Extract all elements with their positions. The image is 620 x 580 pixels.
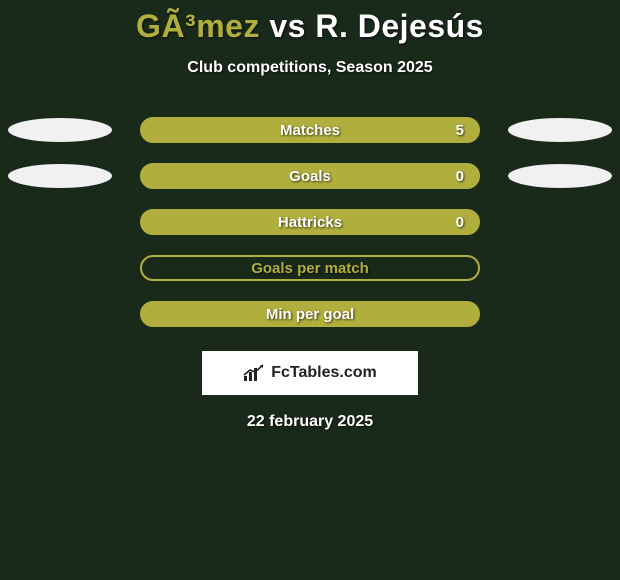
comparison-infographic: GÃ³mez vs R. Dejesús Club competitions, … — [0, 0, 620, 580]
chart-icon — [243, 364, 265, 382]
stat-label: Hattricks — [278, 214, 342, 231]
brand-text: FcTables.com — [271, 364, 377, 382]
page-title: GÃ³mez vs R. Dejesús — [0, 0, 620, 45]
title-player-1: GÃ³mez — [136, 8, 260, 44]
stat-bar-matches: Matches 5 — [140, 117, 480, 143]
brand-badge: FcTables.com — [202, 351, 418, 395]
right-value-ellipse — [508, 164, 612, 188]
stats-rows: Matches 5 Goals 0 Hattricks 0 Goals per … — [0, 117, 620, 327]
stat-value: 5 — [456, 122, 464, 139]
title-player-2: R. Dejesús — [315, 8, 484, 44]
title-vs: vs — [260, 8, 315, 44]
stat-label: Matches — [280, 122, 340, 139]
stat-value: 0 — [456, 168, 464, 185]
left-value-ellipse — [8, 164, 112, 188]
stat-row-min-per-goal: Min per goal — [0, 301, 620, 327]
stat-value: 0 — [456, 214, 464, 231]
stat-label: Min per goal — [266, 306, 354, 323]
subtitle: Club competitions, Season 2025 — [0, 59, 620, 77]
stat-bar-goals: Goals 0 — [140, 163, 480, 189]
stat-row-goals: Goals 0 — [0, 163, 620, 189]
stat-row-goals-per-match: Goals per match — [0, 255, 620, 281]
left-value-ellipse — [8, 118, 112, 142]
right-value-ellipse — [508, 118, 612, 142]
stat-bar-goals-per-match: Goals per match — [140, 255, 480, 281]
stat-bar-min-per-goal: Min per goal — [140, 301, 480, 327]
stat-label: Goals per match — [251, 260, 369, 277]
stat-row-matches: Matches 5 — [0, 117, 620, 143]
footer-date: 22 february 2025 — [0, 413, 620, 431]
stat-label: Goals — [289, 168, 331, 185]
stat-bar-hattricks: Hattricks 0 — [140, 209, 480, 235]
stat-row-hattricks: Hattricks 0 — [0, 209, 620, 235]
